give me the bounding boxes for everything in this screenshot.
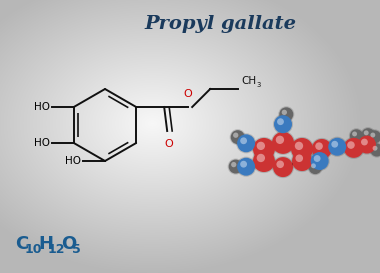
Circle shape xyxy=(312,139,332,159)
Circle shape xyxy=(277,118,284,125)
Circle shape xyxy=(274,115,292,133)
Circle shape xyxy=(372,146,377,151)
Circle shape xyxy=(309,161,322,174)
Text: 12: 12 xyxy=(48,243,65,256)
Circle shape xyxy=(240,137,247,144)
Circle shape xyxy=(253,138,275,160)
Circle shape xyxy=(344,138,364,158)
Circle shape xyxy=(256,142,265,150)
Circle shape xyxy=(361,139,368,146)
Circle shape xyxy=(352,132,357,136)
Circle shape xyxy=(361,128,375,141)
Text: H: H xyxy=(38,235,53,253)
Circle shape xyxy=(368,130,380,143)
Circle shape xyxy=(279,107,293,121)
Circle shape xyxy=(315,142,323,150)
Circle shape xyxy=(237,158,255,176)
Circle shape xyxy=(295,142,303,150)
Circle shape xyxy=(240,161,247,168)
Circle shape xyxy=(237,134,255,152)
Circle shape xyxy=(276,136,284,144)
Text: C: C xyxy=(15,235,28,253)
Text: HO: HO xyxy=(34,102,50,112)
Text: CH: CH xyxy=(241,76,256,86)
Circle shape xyxy=(314,155,321,162)
Text: O: O xyxy=(61,235,76,253)
Text: HO: HO xyxy=(34,138,50,148)
Circle shape xyxy=(231,130,245,144)
Circle shape xyxy=(292,151,312,171)
Circle shape xyxy=(272,132,294,154)
Circle shape xyxy=(311,163,316,168)
Circle shape xyxy=(276,161,284,168)
Circle shape xyxy=(273,157,293,177)
Text: HO: HO xyxy=(65,156,81,166)
Text: O: O xyxy=(184,89,193,99)
Circle shape xyxy=(370,144,380,156)
Circle shape xyxy=(364,130,369,135)
Circle shape xyxy=(253,150,275,172)
Text: Propyl gallate: Propyl gallate xyxy=(144,15,296,33)
Circle shape xyxy=(350,129,363,142)
Text: 10: 10 xyxy=(25,243,43,256)
Circle shape xyxy=(347,141,355,149)
Circle shape xyxy=(328,138,346,156)
Circle shape xyxy=(311,152,329,170)
Circle shape xyxy=(231,162,236,167)
Circle shape xyxy=(358,136,376,153)
Text: O: O xyxy=(165,139,174,149)
Circle shape xyxy=(291,138,313,160)
Circle shape xyxy=(229,159,243,174)
Circle shape xyxy=(296,155,303,162)
Circle shape xyxy=(233,132,238,138)
Circle shape xyxy=(331,141,338,148)
Circle shape xyxy=(282,110,287,115)
Circle shape xyxy=(370,133,375,138)
Text: $_3$: $_3$ xyxy=(256,80,262,90)
Circle shape xyxy=(256,154,265,162)
Text: 5: 5 xyxy=(72,243,81,256)
